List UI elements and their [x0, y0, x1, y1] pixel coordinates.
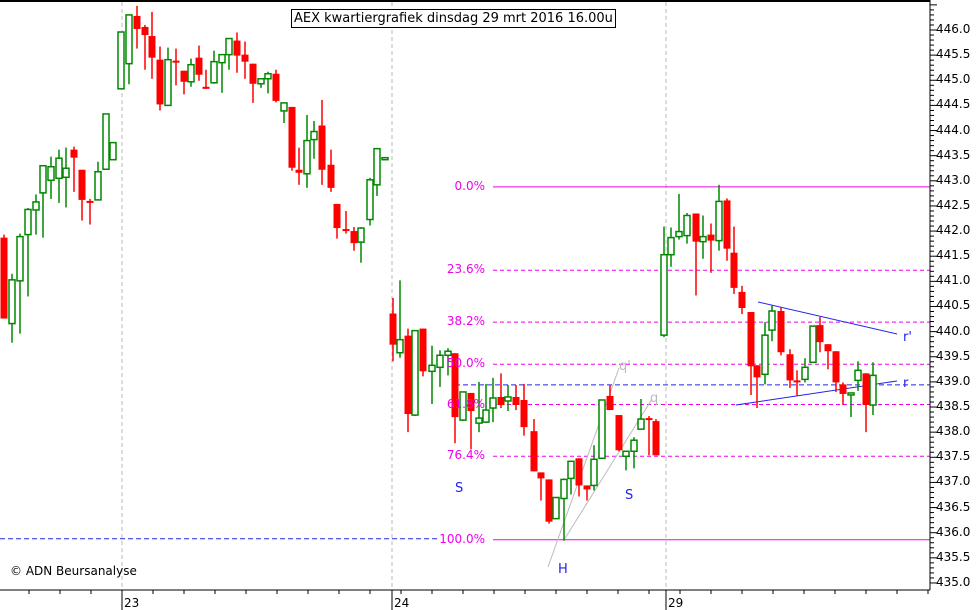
fib-label: 100.0% — [439, 531, 485, 546]
fib-label: 76.4% — [446, 448, 485, 463]
x-axis-ticks — [28, 590, 929, 610]
y-tick-label: 437.0 — [936, 474, 971, 489]
fib-label: 61.8% — [446, 396, 485, 411]
horizontal-lines — [0, 384, 930, 540]
annotation-label: q — [650, 391, 659, 406]
y-tick-label: 443.5 — [936, 147, 971, 162]
y-tick-label: 444.5 — [936, 97, 971, 112]
y-tick-label: 435.0 — [936, 574, 971, 589]
fib-label: 38.2% — [446, 314, 485, 329]
y-tick-label: 436.0 — [936, 524, 971, 539]
x-tick-label: 24 — [394, 596, 410, 610]
y-tick-label: 438.5 — [936, 399, 971, 414]
y-tick-label: 441.5 — [936, 248, 971, 263]
y-tick-label: 445.5 — [936, 47, 971, 62]
y-tick-label: 440.5 — [936, 298, 971, 313]
annotation-label: S — [625, 488, 634, 503]
x-tick-label: 23 — [124, 596, 140, 610]
vertical-gridlines — [121, 2, 667, 590]
copyright-label: © ADN Beursanalyse — [10, 564, 137, 578]
y-tick-label: 439.5 — [936, 348, 971, 363]
annotation-label: r — [903, 376, 909, 391]
y-tick-label: 444.0 — [936, 122, 971, 137]
y-tick-label: 440.0 — [936, 323, 971, 338]
fib-label: 23.6% — [446, 262, 485, 277]
y-tick-label: 445.0 — [936, 72, 971, 87]
annotation-label: q' — [619, 359, 631, 374]
y-tick-label: 435.5 — [936, 549, 971, 564]
y-tick-label: 442.0 — [936, 223, 971, 238]
annotation-label: S — [455, 481, 464, 496]
y-tick-label: 437.5 — [936, 449, 971, 464]
y-tick-label: 439.0 — [936, 373, 971, 388]
y-axis-ticks — [930, 4, 937, 584]
fib-label: 0.0% — [454, 178, 486, 193]
annotation-label: H — [558, 562, 568, 577]
y-tick-label: 446.0 — [936, 22, 971, 36]
y-tick-label: 441.0 — [936, 273, 971, 288]
y-tick-label: 442.5 — [936, 197, 971, 212]
fib-label: 50.0% — [446, 356, 485, 371]
chart-title: AEX kwartiergrafiek dinsdag 29 mrt 2016 … — [291, 9, 616, 28]
y-tick-label: 443.0 — [936, 172, 971, 187]
candles — [0, 5, 877, 541]
annotation-label: r' — [903, 330, 912, 345]
x-tick-label: 29 — [668, 596, 684, 610]
axes — [0, 0, 931, 591]
y-tick-label: 438.0 — [936, 424, 971, 439]
y-tick-label: 436.5 — [936, 499, 971, 514]
